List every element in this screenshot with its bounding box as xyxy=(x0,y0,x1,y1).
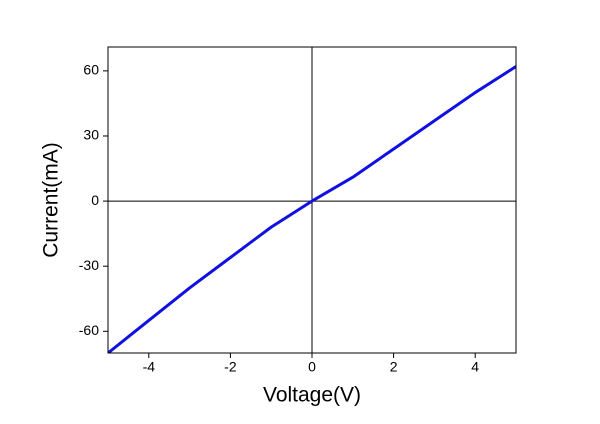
data-line xyxy=(108,65,516,353)
x-tick-label: -2 xyxy=(224,359,237,375)
y-tick-label: -30 xyxy=(79,257,99,273)
x-tick-label: 2 xyxy=(390,359,398,375)
y-tick-label: 60 xyxy=(83,62,99,78)
x-tick-label: 4 xyxy=(471,359,479,375)
y-tick-label: 0 xyxy=(91,192,99,208)
y-tick-label: 30 xyxy=(83,127,99,143)
x-tick-label: 0 xyxy=(308,359,316,375)
y-tick-label: -60 xyxy=(79,322,99,338)
y-axis-title: Current(mA) xyxy=(40,142,63,258)
x-axis-title: Voltage(V) xyxy=(263,384,361,407)
x-tick-label: -4 xyxy=(143,359,156,375)
plot-frame xyxy=(107,46,517,354)
